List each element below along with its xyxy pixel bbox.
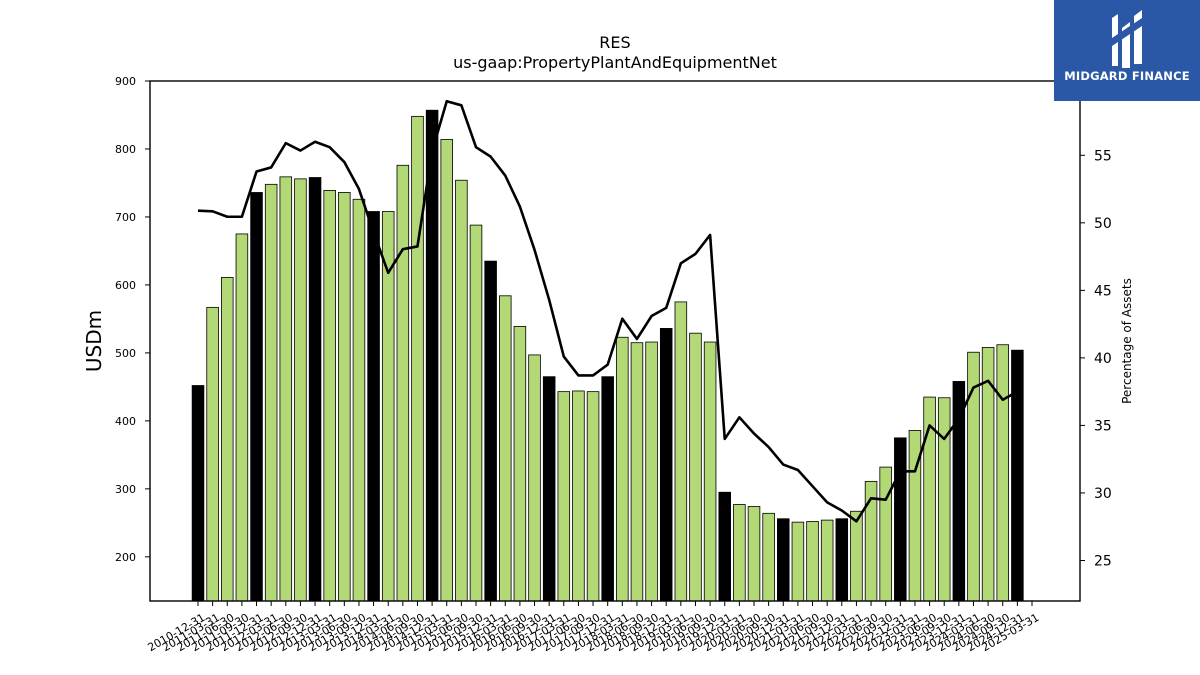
bar [221,277,234,602]
bar [806,521,819,602]
y-tick-label: 300 [115,483,136,496]
bar [455,179,468,602]
y2-axis-label: Percentage of Assets [1120,278,1134,404]
bar [791,521,805,602]
bar [250,192,263,602]
x-axis: 2010-12-312011-03-312011-06-302011-09-30… [145,601,1041,654]
bar [689,332,702,602]
bar [820,519,834,602]
bar [601,376,614,602]
bar-series [191,109,1024,602]
bar [879,466,892,602]
percentage-line [197,99,1018,523]
bar [557,391,571,602]
left-axis: 200 300 400 500 600 700 800 900 [115,75,150,564]
bar [777,518,790,602]
logo: MIDGARD FINANCE [1054,0,1200,101]
y2-tick-label: 25 [1094,553,1112,569]
y2-tick-label: 45 [1094,283,1112,299]
bar [630,342,644,602]
bar [616,336,629,602]
bar [659,328,673,602]
bar [718,491,731,602]
bar [762,512,775,602]
bar [513,325,527,602]
logo-mark-icon [1112,10,1142,68]
bar [674,301,688,602]
bar [484,260,497,602]
bar [703,341,717,602]
bar [733,504,746,602]
bar [367,211,380,602]
bar [572,390,585,602]
bar [308,177,322,602]
bar [323,190,336,602]
logo-text: MIDGARD FINANCE [1064,69,1190,83]
bar [440,139,453,602]
bar [528,354,541,602]
bar [235,233,249,602]
bar [1011,349,1024,602]
bar [894,437,907,602]
bar [191,385,205,602]
y2-tick-label: 55 [1094,148,1112,164]
bar [469,224,483,602]
bar [952,381,966,602]
plot-area-frame [149,80,1081,602]
bar [499,295,512,602]
bar [996,344,1009,602]
y-tick-label: 600 [115,279,136,292]
bar [206,306,219,602]
y2-tick-label: 40 [1094,351,1112,367]
bar [338,192,351,602]
y-tick-label: 500 [115,347,136,360]
bar [645,341,658,602]
bar [542,376,556,602]
y2-tick-label: 30 [1094,486,1112,502]
bar [747,506,761,602]
bar [352,198,366,602]
bar [396,164,410,602]
y2-tick-label: 50 [1094,216,1112,232]
bar [294,178,307,602]
bar [279,176,293,602]
bar [835,518,849,602]
y-tick-label: 200 [115,551,136,564]
bar [850,510,863,602]
bar [411,115,424,602]
bar [264,183,278,602]
bar [937,397,951,602]
chart-subtitle: us-gaap:PropertyPlantAndEquipmentNet [453,53,777,72]
right-axis: 25 30 35 40 45 50 55 [1080,148,1112,569]
y2-tick-label: 35 [1094,418,1112,434]
y-tick-label: 800 [115,143,136,156]
y-tick-label: 400 [115,415,136,428]
y-axis-label: USDm [82,310,106,372]
chart-title: RES [599,33,630,52]
bar [586,391,600,602]
y-tick-label: 900 [115,75,136,88]
y-tick-label: 700 [115,211,136,224]
